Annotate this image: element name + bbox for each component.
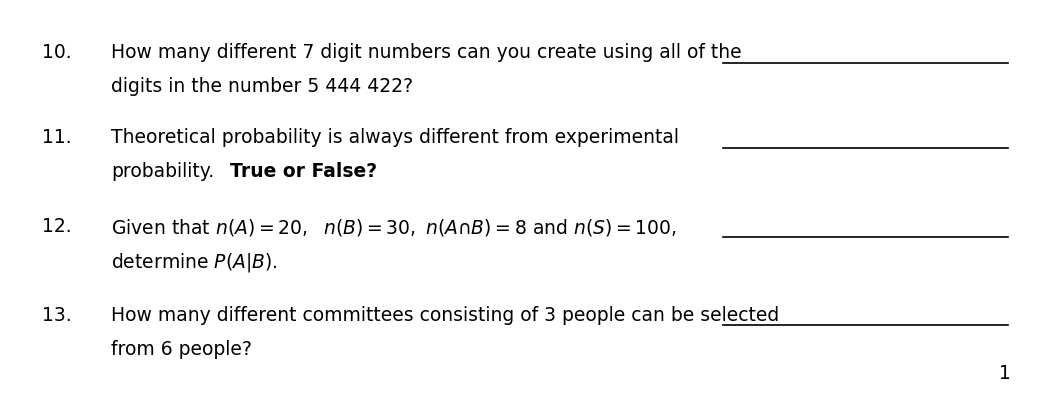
Text: How many different committees consisting of 3 people can be selected: How many different committees consisting…	[111, 306, 779, 325]
Text: 1: 1	[999, 364, 1011, 383]
Text: 12.: 12.	[42, 217, 72, 236]
Text: How many different 7 digit numbers can you create using all of the: How many different 7 digit numbers can y…	[111, 43, 742, 62]
Text: determine $P(A|B).$: determine $P(A|B).$	[111, 251, 277, 274]
Text: from 6 people?: from 6 people?	[111, 340, 252, 359]
Text: Theoretical probability is always different from experimental: Theoretical probability is always differ…	[111, 128, 678, 147]
Text: 13.: 13.	[42, 306, 72, 325]
Text: True or False?: True or False?	[230, 162, 377, 181]
Text: probability.: probability.	[111, 162, 214, 181]
Text: Given that $n(A) = 20,\ \ n(B) = 30,\ n(A{\cap}B) = 8$ and $n(S) = 100,$: Given that $n(A) = 20,\ \ n(B) = 30,\ n(…	[111, 217, 676, 238]
Text: digits in the number 5 444 422?: digits in the number 5 444 422?	[111, 77, 413, 96]
Text: 11.: 11.	[42, 128, 72, 147]
Text: 10.: 10.	[42, 43, 72, 62]
